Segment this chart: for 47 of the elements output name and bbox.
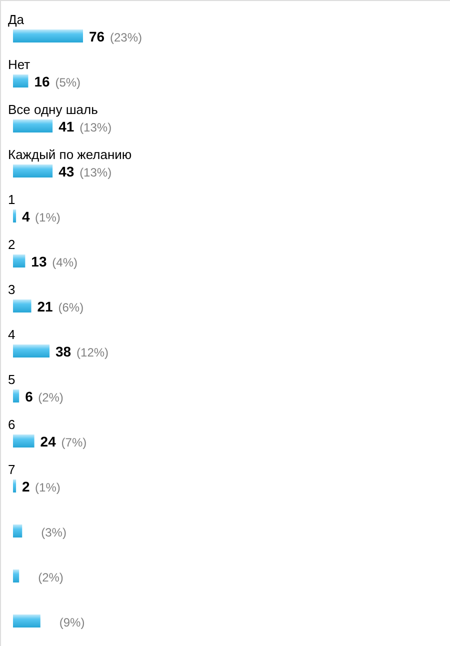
bar [13, 570, 20, 582]
y-tick-label: 3 [8, 282, 16, 297]
annotation: 16 [34, 74, 50, 90]
bar [13, 210, 16, 222]
y-tick-label: 2 [8, 237, 16, 252]
bar [13, 30, 83, 42]
data-label: (7%) [61, 436, 87, 450]
data-label: (4%) [52, 256, 78, 270]
bar [13, 74, 28, 88]
y-tick-label: Каждый по желанию [8, 147, 132, 162]
bar [13, 524, 22, 538]
bar [13, 614, 40, 628]
bar [13, 164, 53, 178]
data-label: (3%) [41, 526, 66, 540]
annotation: 41 [58, 118, 74, 134]
bar [13, 254, 26, 268]
text: 76 [89, 28, 105, 44]
annotation: 13 [31, 254, 47, 270]
annotation: 24 [40, 434, 56, 450]
data-label: (9%) [59, 616, 85, 630]
data-label: (5%) [55, 76, 81, 90]
bar [13, 480, 16, 492]
data-label: (6%) [58, 300, 84, 314]
bar [13, 300, 32, 312]
bar [13, 344, 50, 358]
bar [13, 120, 53, 132]
bar [13, 390, 20, 402]
annotation: 38 [56, 344, 72, 360]
data-label: (13%) [80, 166, 112, 180]
y-tick-label: Да [8, 12, 25, 27]
annotation: 43 [58, 164, 74, 180]
data-label: (2%) [38, 390, 64, 404]
data-label: (12%) [76, 346, 109, 360]
data-label: (2%) [38, 570, 64, 584]
data-label: (1%) [35, 210, 60, 224]
data-label: (13%) [80, 120, 112, 134]
data-label: (23%) [110, 30, 142, 44]
y-tick-label: 7 [8, 462, 16, 477]
bar [13, 434, 34, 448]
y-tick-label: 4 [8, 327, 16, 342]
annotation: 21 [37, 298, 54, 314]
y-tick-label: 5 [8, 372, 16, 387]
y-tick-label: 6 [8, 417, 16, 432]
data-label: (1%) [35, 480, 60, 494]
y-tick-label: 1 [8, 192, 16, 207]
y-tick-label: Нет [8, 57, 30, 72]
y-tick-label: Все одну шаль [8, 102, 98, 117]
